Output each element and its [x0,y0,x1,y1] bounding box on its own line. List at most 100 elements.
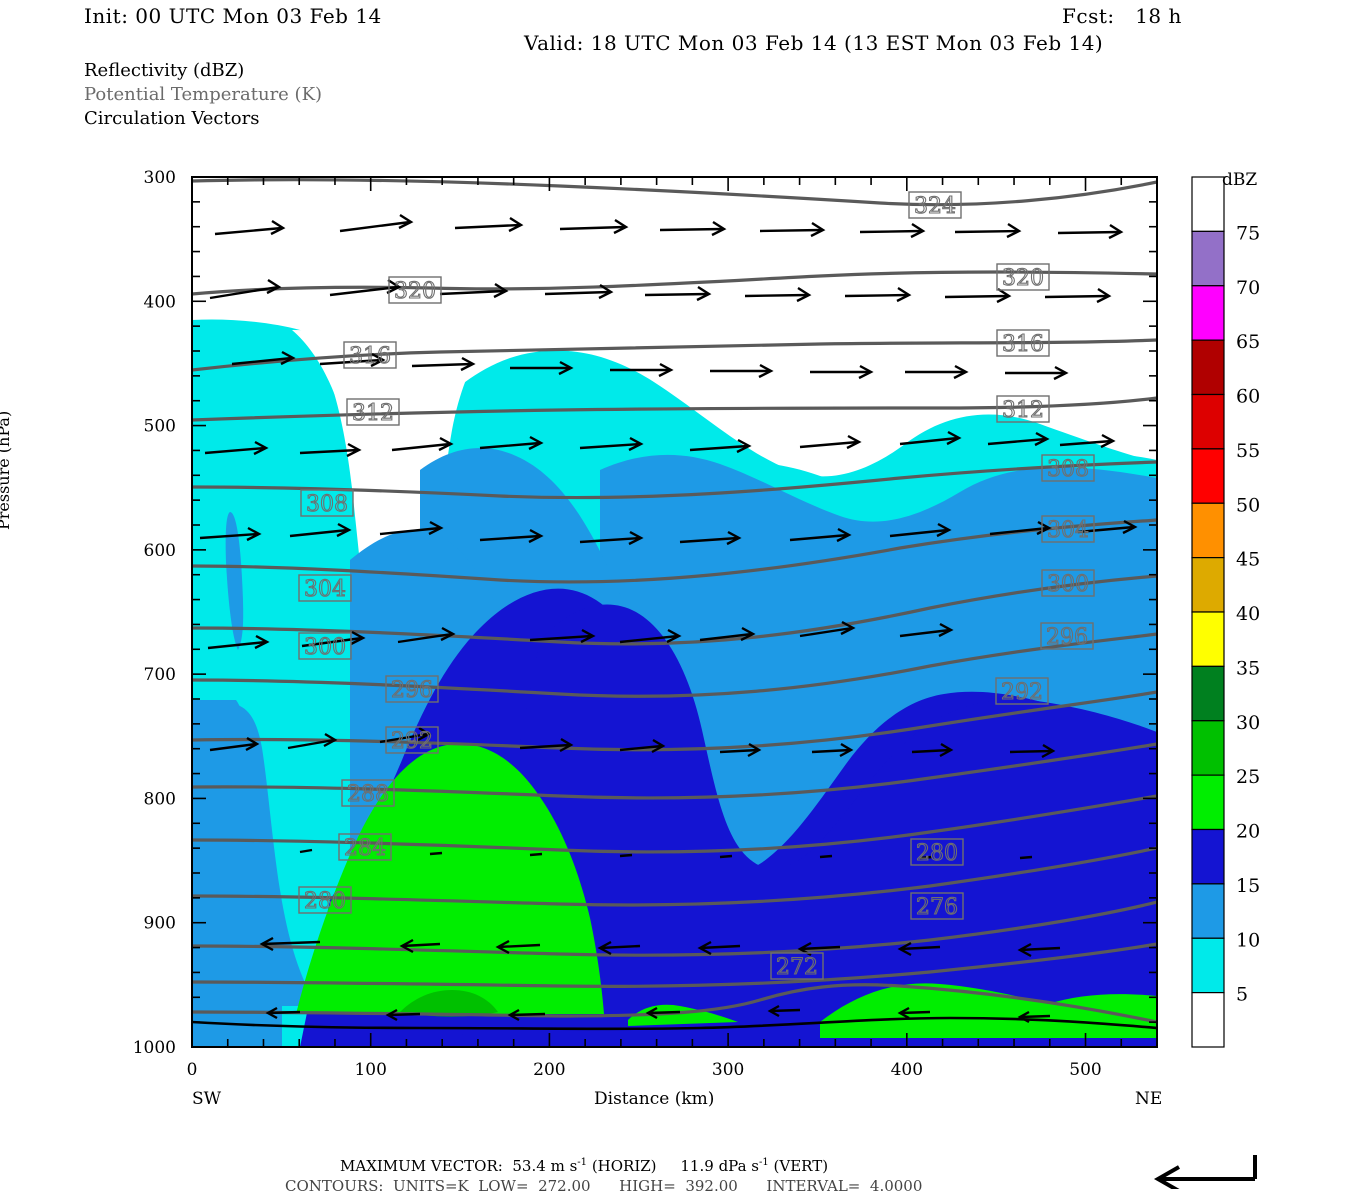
y-tick-label: 400 [144,292,176,312]
contours-caption: CONTOURS: UNITS=K LOW= 272.00 HIGH= 392.… [285,1177,923,1195]
plot-axes [191,176,1158,1048]
contour-label: 312 [346,398,400,427]
x-tick-label: 500 [1069,1060,1101,1080]
vector-scale-arrow [1153,1155,1257,1189]
x-axis-title: Distance (km) [594,1089,715,1109]
contour-label: 296 [385,675,439,704]
colorbar-title: dBZ [1222,170,1258,190]
colorbar-tick-label: 35 [1236,657,1260,679]
x-tick-label: 400 [891,1060,923,1080]
colorbar-swatch [1191,611,1225,667]
svg-text:272: 272 [776,955,818,980]
svg-text:320: 320 [1002,266,1044,291]
max-horiz-unit: m s [550,1157,578,1175]
contour-label: 272 [770,952,824,981]
terrain-surface-line [192,1016,1157,1031]
colorbar-tick-label: 25 [1236,766,1260,788]
contour-label: 308 [1041,454,1095,483]
colorbar-tick-label: 70 [1236,277,1260,299]
colorbar-swatch [1191,176,1225,232]
contour-label: 300 [298,632,352,661]
y-tick-label: 500 [144,417,176,437]
svg-text:280: 280 [916,841,958,866]
contour-label: 316 [343,341,397,370]
y-tick-label: 600 [144,541,176,561]
svg-text:300: 300 [304,635,346,660]
axis-ticks [191,176,1158,1048]
max-vert-exponent: -1 [759,1157,769,1168]
colorbar-swatch [1191,992,1225,1048]
colorbar-tick-label: 50 [1236,494,1260,516]
contour-label: 280 [910,838,964,867]
forecast-hour-label: Fcst: 18 h [1062,4,1182,28]
svg-text:276: 276 [916,895,958,920]
field-label-reflectivity: Reflectivity (dBZ) [84,60,245,81]
colorbar-tick-label: 40 [1236,603,1260,625]
max-vert-unit: dPa s [718,1157,760,1175]
colorbar-swatch [1191,285,1225,341]
max-horiz-value: 53.4 [512,1157,546,1175]
svg-text:316: 316 [1002,332,1044,357]
svg-text:316: 316 [349,344,391,369]
field-label-potential-temperature: Potential Temperature (K) [84,84,323,105]
colorbar-tick-label: 10 [1236,929,1260,951]
x-axis-right-tag: NE [1135,1089,1163,1109]
dbz-colorbar: 75 70 65 60 55 50 45 40 35 30 25 20 15 10 5 [1191,176,1260,1048]
max-vert-tag: (VERT) [773,1157,829,1175]
x-tick-label: 100 [354,1060,386,1080]
svg-text:308: 308 [1047,457,1089,482]
colorbar-tick-label: 5 [1236,984,1248,1006]
svg-text:284: 284 [344,836,386,861]
svg-text:300: 300 [1047,572,1089,597]
max-vert-value: 11.9 [680,1157,714,1175]
svg-text:292: 292 [391,729,433,754]
contour-label: 320 [388,276,442,305]
colorbar-swatch [1191,828,1225,885]
colorbar-tick-label: 55 [1236,440,1260,462]
contour-label: 300 [1041,569,1095,598]
colorbar-swatch [1191,393,1225,450]
y-tick-label: 800 [144,789,176,809]
y-tick-label: 700 [144,665,176,685]
reflectivity-fill-layer [192,177,1157,1047]
svg-text:296: 296 [391,678,433,703]
contour-label: 312 [996,395,1050,424]
contour-label: 316 [996,329,1050,358]
colorbar-tick-label: 30 [1236,712,1260,734]
svg-text:292: 292 [1001,680,1043,705]
colorbar-swatch [1191,557,1225,613]
colorbar-tick-label: 15 [1236,875,1260,897]
y-axis-title: Pressure (hPa) [0,410,13,530]
contour-label: 276 [910,892,964,921]
colorbar-swatch [1191,937,1225,994]
contour-label: 320 [996,263,1050,292]
contour-label: 308 [300,489,354,518]
x-tick-label: 300 [712,1060,744,1080]
contour-label: 296 [1040,622,1094,651]
contour-label: 292 [385,726,439,755]
maximum-vector-caption: MAXIMUM VECTOR: 53.4 m s-1 (HORIZ) 11.9 … [340,1157,828,1175]
svg-text:312: 312 [1002,398,1044,423]
svg-text:280: 280 [304,889,346,914]
colorbar-tick-label: 75 [1236,222,1260,244]
x-tick-label: 200 [533,1060,565,1080]
x-tick-label: 0 [187,1060,198,1080]
contour-label: 304 [1041,515,1095,544]
svg-text:304: 304 [1047,518,1089,543]
svg-text:324: 324 [914,194,956,219]
valid-time-label: Valid: 18 UTC Mon 03 Feb 14 (13 EST Mon … [524,31,1104,55]
contour-label: 292 [995,677,1049,706]
colorbar-tick-label: 20 [1236,821,1260,843]
circulation-vector-arrows [199,213,1138,1024]
contour-label: 288 [341,779,395,808]
y-tick-label: 300 [144,168,176,188]
svg-text:312: 312 [352,401,394,426]
contour-label: 284 [338,833,392,862]
max-horiz-tag: (HORIZ) [591,1157,657,1175]
colorbar-swatch [1191,774,1225,831]
potential-temperature-contours [192,178,1157,1024]
contour-label: 324 [908,191,962,220]
colorbar-swatch [1191,883,1225,939]
colorbar-tick-label: 45 [1236,549,1260,571]
